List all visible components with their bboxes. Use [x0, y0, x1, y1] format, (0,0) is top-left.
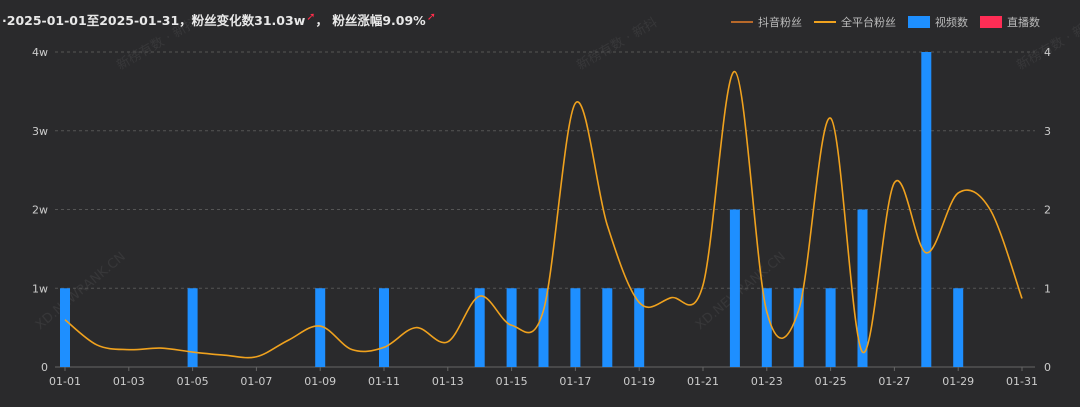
x-tick-label: 01-15 — [496, 375, 528, 388]
summary-growth: ， 粉丝涨幅9.09% — [315, 13, 426, 28]
legend-label: 直播数 — [1007, 16, 1040, 29]
x-tick-label: 01-05 — [177, 375, 209, 388]
legend: 抖音粉丝 全平台粉丝 视频数 直播数 — [719, 14, 1040, 30]
video-count-bar — [729, 209, 740, 367]
summary-text: ·2025-01-01至2025-01-31，粉丝变化数31.03w➚， 粉丝涨… — [2, 10, 436, 29]
summary-change: ·2025-01-01至2025-01-31，粉丝变化数31.03w — [2, 13, 306, 28]
y-right-tick-label: 3 — [1044, 125, 1051, 138]
video-count-bar — [187, 288, 198, 367]
legend-video-count[interactable]: 视频数 — [908, 14, 968, 30]
video-count-bar — [793, 288, 804, 367]
line-swatch-icon — [731, 21, 753, 23]
x-tick-label: 01-23 — [751, 375, 783, 388]
box-swatch-icon — [980, 16, 1002, 28]
video-count-bar — [379, 288, 389, 367]
y-right-tick-label: 4 — [1044, 46, 1051, 59]
x-tick-label: 01-29 — [942, 375, 974, 388]
legend-douyin-fans[interactable]: 抖音粉丝 — [731, 14, 802, 30]
video-count-bar — [921, 52, 932, 367]
video-count-bar — [506, 288, 517, 367]
video-count-bar — [474, 288, 485, 367]
x-tick-label: 01-01 — [49, 375, 81, 388]
x-tick-label: 01-09 — [304, 375, 336, 388]
video-count-bar — [60, 288, 70, 367]
video-count-bar — [953, 288, 964, 367]
video-count-bar — [761, 288, 772, 367]
line-swatch-icon — [814, 21, 836, 23]
y-left-tick-label: 4w — [32, 46, 48, 59]
video-count-bar — [570, 288, 581, 367]
x-tick-label: 01-19 — [623, 375, 655, 388]
video-count-bar — [634, 288, 645, 367]
x-tick-label: 01-25 — [815, 375, 847, 388]
video-count-bar — [825, 288, 836, 367]
red-up-arrow-icon: ➚ — [426, 10, 436, 23]
x-tick-label: 01-07 — [240, 375, 272, 388]
y-left-tick-label: 1w — [32, 282, 48, 295]
video-count-bar — [857, 209, 868, 367]
x-tick-label: 01-31 — [1006, 375, 1038, 388]
x-tick-label: 01-27 — [878, 375, 910, 388]
x-tick-label: 01-17 — [559, 375, 591, 388]
legend-label: 抖音粉丝 — [758, 16, 802, 29]
box-swatch-icon — [908, 16, 930, 28]
video-count-bar — [602, 288, 613, 367]
video-count-bar — [315, 288, 326, 367]
legend-label: 视频数 — [935, 16, 968, 29]
x-tick-label: 01-13 — [432, 375, 464, 388]
y-left-tick-label: 3w — [32, 125, 48, 138]
video-count-bar — [538, 288, 549, 367]
x-tick-label: 01-03 — [113, 375, 145, 388]
watermark: 新榜有数 · 新抖 — [574, 14, 660, 73]
y-right-tick-label: 2 — [1044, 204, 1051, 217]
watermark: 新榜有数 · 新抖 — [1014, 14, 1080, 73]
y-left-tick-label: 2w — [32, 204, 48, 217]
y-right-tick-label: 0 — [1044, 361, 1051, 374]
all-platform-fans-line — [64, 70, 1023, 359]
y-right-tick-label: 1 — [1044, 282, 1051, 295]
legend-all-platform-fans[interactable]: 全平台粉丝 — [814, 14, 896, 30]
y-left-tick-label: 0 — [41, 361, 48, 374]
x-tick-label: 01-11 — [368, 375, 400, 388]
watermark: 新榜有数 · 新抖 — [114, 14, 200, 73]
red-up-arrow-icon: ➚ — [306, 10, 316, 23]
legend-live-count[interactable]: 直播数 — [980, 14, 1040, 30]
x-tick-label: 01-21 — [687, 375, 719, 388]
legend-label: 全平台粉丝 — [841, 16, 896, 29]
